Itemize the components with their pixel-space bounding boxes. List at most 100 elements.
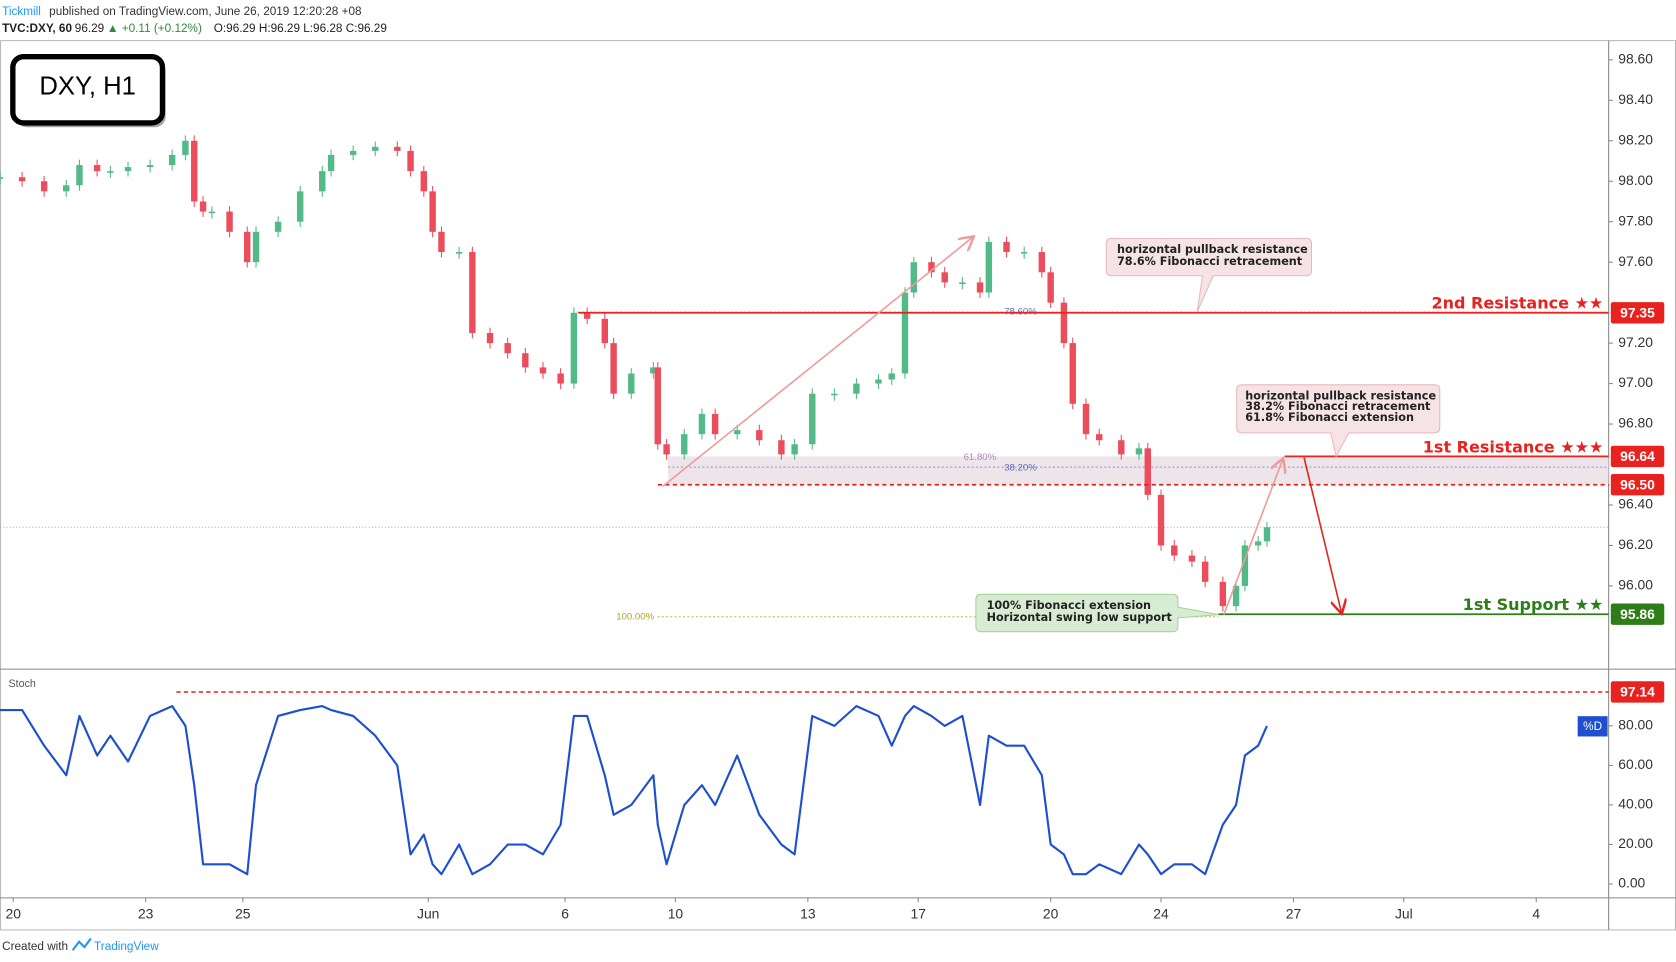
candle	[1188, 555, 1196, 562]
candle	[809, 393, 816, 445]
candle	[226, 211, 233, 232]
candle	[18, 177, 26, 182]
publisher[interactable]: Tickmill	[2, 5, 41, 18]
y2-tick-label: 80.00	[1618, 717, 1653, 733]
candle	[1144, 448, 1151, 495]
candle	[1219, 581, 1227, 607]
candle	[928, 262, 935, 273]
change: ▲ +0.11 (+0.12%)	[107, 22, 202, 35]
candle	[455, 252, 463, 254]
brand-logo	[71, 937, 92, 951]
candle	[1003, 241, 1010, 253]
candle	[1060, 302, 1068, 344]
candle	[107, 171, 114, 173]
y2-tick-label: 60.00	[1618, 756, 1653, 772]
candle	[650, 367, 657, 374]
candle	[959, 282, 966, 285]
candle	[407, 150, 414, 172]
candle	[1118, 440, 1125, 455]
candle	[1241, 545, 1249, 586]
candle	[778, 440, 785, 455]
fib-zone	[668, 456, 1609, 485]
fib-label: 100.00%	[616, 611, 654, 622]
callout	[1105, 237, 1313, 313]
candle	[522, 353, 529, 368]
indicator-name: Stoch	[9, 678, 36, 690]
brand[interactable]: TradingView	[94, 940, 159, 953]
candle	[1232, 585, 1240, 607]
candle	[711, 413, 719, 435]
x-tick-label: Jun	[417, 906, 439, 922]
candle	[40, 181, 48, 192]
price-tag	[1610, 681, 1665, 703]
candle	[853, 383, 860, 394]
candle	[168, 154, 176, 166]
candle	[1263, 527, 1271, 542]
candle	[504, 343, 511, 354]
indicator-tag-text: %D	[1583, 720, 1602, 733]
y-tick-label: 96.40	[1618, 496, 1653, 512]
price-tag	[1610, 603, 1665, 625]
x-tick-label: 24	[1153, 906, 1169, 922]
candle	[901, 292, 909, 374]
x-tick-label: 6	[561, 906, 569, 922]
y-tick-label: 96.20	[1618, 536, 1653, 552]
symbol: TVC:DXY, 60	[2, 22, 72, 35]
candle	[601, 318, 608, 344]
candle	[244, 231, 251, 263]
candle	[941, 272, 948, 283]
candle	[1171, 545, 1178, 556]
y-tick-label: 98.20	[1618, 131, 1653, 147]
candle	[0, 177, 4, 179]
y-tick-label: 98.60	[1618, 51, 1653, 67]
candle	[654, 367, 661, 445]
callout-text: 61.8% Fibonacci extension	[1245, 411, 1414, 424]
candle	[791, 444, 798, 455]
candle	[394, 146, 401, 151]
callout-text: horizontal pullback resistance	[1245, 390, 1436, 403]
y-tick-label: 97.00	[1618, 374, 1653, 390]
callout-text: horizontal pullback resistance	[1117, 243, 1308, 256]
price-tag	[1610, 302, 1665, 324]
level-name: 1st Resistance ★★★	[1423, 437, 1604, 456]
y2-tick-label: 40.00	[1618, 796, 1653, 812]
candle	[663, 444, 670, 455]
level-name: 1st Support ★★	[1463, 595, 1604, 614]
candle	[191, 140, 198, 202]
level-name: 2nd Resistance ★★	[1431, 294, 1603, 313]
candle	[570, 312, 578, 384]
x-tick-label: 27	[1286, 906, 1302, 922]
candle	[486, 332, 494, 344]
y2-tick-label: 20.00	[1618, 835, 1653, 851]
x-tick-label: 25	[235, 906, 251, 922]
ohlc: O:96.29 H:96.29 L:96.28 C:96.29	[214, 22, 387, 35]
candle	[438, 231, 445, 253]
candle	[1201, 561, 1209, 582]
candle	[1254, 541, 1262, 546]
y-tick-label: 98.00	[1618, 172, 1653, 188]
price-tag-text: 97.14	[1620, 684, 1655, 700]
title-box	[10, 53, 166, 126]
candle	[1096, 434, 1103, 441]
y-tick-label: 97.80	[1618, 212, 1653, 228]
price-tag	[1610, 474, 1665, 496]
last-price: 96.29	[75, 22, 104, 35]
x-tick-label: 20	[1043, 906, 1059, 922]
candle	[199, 201, 207, 212]
x-tick-label: Jul	[1395, 906, 1413, 922]
candle	[252, 231, 260, 263]
y-tick-label: 98.40	[1618, 91, 1653, 107]
candle	[734, 430, 741, 435]
x-tick-label: 4	[1532, 906, 1540, 922]
candle	[557, 373, 564, 384]
x-tick-label: 10	[668, 906, 684, 922]
candle	[985, 241, 993, 293]
candle	[124, 167, 132, 172]
y-tick-label: 96.80	[1618, 415, 1653, 431]
candle	[182, 140, 189, 155]
arrow	[1223, 460, 1283, 615]
x-tick-label: 13	[800, 906, 816, 922]
candle	[296, 191, 304, 222]
candle	[583, 312, 591, 319]
